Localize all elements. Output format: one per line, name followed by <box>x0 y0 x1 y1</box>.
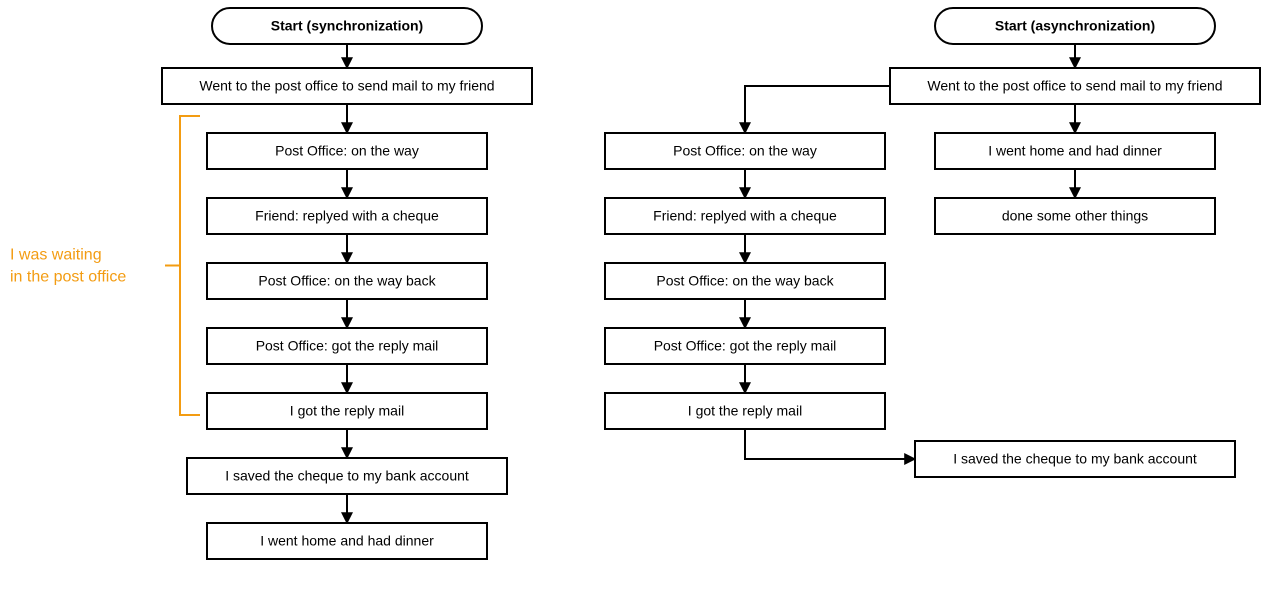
left-node-L1-label: Went to the post office to send mail to … <box>199 78 494 94</box>
right-main-R2-label: I went home and had dinner <box>988 143 1162 159</box>
left-node-L8-label: I went home and had dinner <box>260 533 434 549</box>
left-node-L6-label: I got the reply mail <box>290 403 404 419</box>
right-terminator-label: Start (asynchronization) <box>995 18 1155 34</box>
annotation-text-line-1: in the post office <box>10 269 126 286</box>
right-side-S3-label: Post Office: on the way back <box>656 273 834 289</box>
right-main-R3-label: done some other things <box>1002 208 1148 224</box>
left-node-L3-label: Friend: replyed with a cheque <box>255 208 439 224</box>
right-merge-M1-label: I saved the cheque to my bank account <box>953 451 1197 467</box>
left-node-L7-label: I saved the cheque to my bank account <box>225 468 469 484</box>
left-node-L4-label: Post Office: on the way back <box>258 273 436 289</box>
left-node-L5-label: Post Office: got the reply mail <box>256 338 439 354</box>
left-node-L2-label: Post Office: on the way <box>275 143 419 159</box>
right-side-S2-label: Friend: replyed with a cheque <box>653 208 837 224</box>
left-terminator-label: Start (synchronization) <box>271 18 423 34</box>
annotation-bracket <box>180 116 200 415</box>
right-side-S5-label: I got the reply mail <box>688 403 802 419</box>
right-side-S4-label: Post Office: got the reply mail <box>654 338 837 354</box>
right-branch-arrow <box>745 86 890 133</box>
right-main-R1-label: Went to the post office to send mail to … <box>927 78 1222 94</box>
right-merge-arrow <box>745 429 915 459</box>
annotation-text-line-0: I was waiting <box>10 247 102 264</box>
right-side-S1-label: Post Office: on the way <box>673 143 817 159</box>
